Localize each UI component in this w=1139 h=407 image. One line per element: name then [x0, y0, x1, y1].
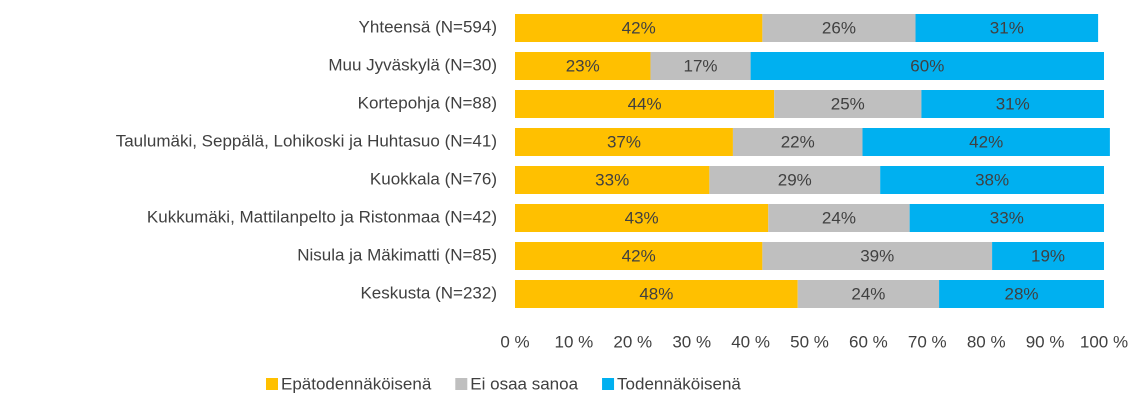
data-label: 38%	[975, 170, 1009, 189]
data-label: 33%	[595, 170, 629, 189]
legend-swatch	[266, 378, 278, 390]
bar-segment	[862, 128, 1110, 156]
data-label: 25%	[831, 94, 865, 113]
x-tick-label: 10 %	[555, 332, 594, 351]
data-label: 42%	[622, 246, 656, 265]
data-label: 31%	[996, 94, 1030, 113]
data-label: 37%	[607, 132, 641, 151]
bar-segment	[774, 90, 922, 118]
bar-segment	[515, 280, 798, 308]
data-label: 31%	[990, 18, 1024, 37]
data-label: 17%	[684, 56, 718, 75]
bar-segment	[762, 14, 916, 42]
x-tick-label: 80 %	[967, 332, 1006, 351]
bar-segment	[515, 128, 733, 156]
bar-segment	[515, 204, 769, 232]
legend-label: Ei osaa sanoa	[470, 374, 578, 393]
category-label: Kuokkala (N=76)	[370, 169, 497, 188]
bar-segment	[750, 52, 1104, 80]
data-label: 19%	[1031, 246, 1065, 265]
category-label: Nisula ja Mäkimatti (N=85)	[297, 245, 497, 264]
x-tick-label: 40 %	[731, 332, 770, 351]
bar-segment	[797, 280, 940, 308]
data-label: 23%	[566, 56, 600, 75]
category-label: Taulumäki, Seppälä, Lohikoski ja Huhtasu…	[116, 131, 497, 150]
category-label: Kukkumäki, Mattilanpelto ja Ristonmaa (N…	[147, 207, 497, 226]
bar-segment	[921, 90, 1104, 118]
x-tick-label: 60 %	[849, 332, 888, 351]
x-tick-label: 30 %	[672, 332, 711, 351]
data-label: 42%	[622, 18, 656, 37]
data-label: 28%	[1005, 284, 1039, 303]
bar-segment	[768, 204, 910, 232]
data-label: 48%	[639, 284, 673, 303]
legend-label: Epätodennäköisenä	[281, 374, 432, 393]
category-label: Keskusta (N=232)	[360, 283, 497, 302]
bar-segment	[650, 52, 751, 80]
category-label: Muu Jyväskylä (N=30)	[328, 55, 497, 74]
category-label: Kortepohja (N=88)	[358, 93, 497, 112]
category-label: Yhteensä (N=594)	[359, 17, 497, 36]
bar-segment	[880, 166, 1104, 194]
data-label: 24%	[851, 284, 885, 303]
bar-segment	[909, 204, 1104, 232]
bar-segment	[515, 242, 763, 270]
bar-segment	[709, 166, 881, 194]
data-label: 43%	[625, 208, 659, 227]
x-tick-label: 90 %	[1026, 332, 1065, 351]
bar-segment	[732, 128, 863, 156]
data-label: 24%	[822, 208, 856, 227]
data-label: 39%	[860, 246, 894, 265]
data-label: 42%	[969, 132, 1003, 151]
x-tick-label: 70 %	[908, 332, 947, 351]
data-label: 44%	[628, 94, 662, 113]
data-label: 29%	[778, 170, 812, 189]
data-label: 60%	[910, 56, 944, 75]
legend-swatch	[602, 378, 615, 390]
x-tick-label: 0 %	[500, 332, 529, 351]
legend-swatch	[455, 378, 468, 390]
legend-label: Todennäköisenä	[617, 374, 741, 393]
bar-segment	[762, 242, 993, 270]
bar-segment	[515, 14, 763, 42]
data-label: 22%	[781, 132, 815, 151]
bar-segment	[515, 166, 710, 194]
bar-segment	[515, 90, 775, 118]
data-label: 26%	[822, 18, 856, 37]
bar-segment	[939, 280, 1104, 308]
data-label: 33%	[990, 208, 1024, 227]
bar-segment	[992, 242, 1104, 270]
bar-segment	[915, 14, 1099, 42]
x-tick-label: 100 %	[1080, 332, 1128, 351]
x-tick-label: 50 %	[790, 332, 829, 351]
bar-segment	[515, 52, 651, 80]
x-tick-label: 20 %	[613, 332, 652, 351]
